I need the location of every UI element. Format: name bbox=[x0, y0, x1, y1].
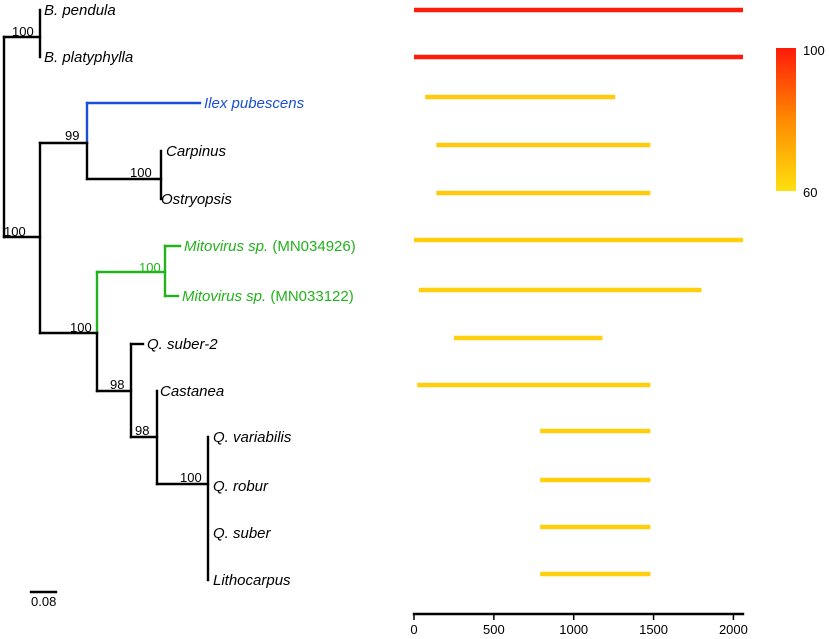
taxon-name: Ilex pubescens bbox=[204, 95, 305, 112]
taxon-label-q-robur: Q. robur bbox=[213, 478, 269, 495]
taxon-name: Q. suber bbox=[213, 525, 272, 542]
support-quercus: 100 bbox=[180, 470, 202, 485]
taxon-label-castanea: Castanea bbox=[160, 383, 224, 400]
taxon-label-carpinus: Carpinus bbox=[166, 143, 227, 160]
support-ilex-clade: 99 bbox=[65, 128, 79, 143]
taxon-name: Lithocarpus bbox=[213, 572, 291, 589]
taxon-name: B. pendula bbox=[44, 2, 116, 19]
taxon-name: Mitovirus sp. bbox=[184, 238, 268, 255]
color-legend-min-label: 60 bbox=[803, 185, 817, 200]
taxon-name: Castanea bbox=[160, 383, 224, 400]
taxon-name: Q. variabilis bbox=[213, 429, 292, 446]
taxon-label-q-variabilis: Q. variabilis bbox=[213, 429, 292, 446]
color-legend-max-label: 100 bbox=[803, 43, 825, 58]
taxon-label-q-suber: Q. suber bbox=[213, 525, 272, 542]
taxon-label-q-suber-2: Q. suber-2 bbox=[147, 336, 218, 353]
taxon-name: Ostryopsis bbox=[161, 191, 232, 208]
taxon-name: Q. robur bbox=[213, 478, 269, 495]
taxon-label-mitovirus-2: Mitovirus sp. (MN033122) bbox=[182, 288, 354, 305]
x-axis-tick-label: 0 bbox=[410, 622, 417, 637]
x-axis-tick-label: 1000 bbox=[559, 622, 588, 637]
taxon-accession: (MN033122) bbox=[266, 288, 354, 305]
support-mito-fagaceae: 100 bbox=[70, 320, 92, 335]
taxon-label-b-platyphylla: B. platyphylla bbox=[44, 49, 133, 66]
x-axis-tick-label: 500 bbox=[483, 622, 505, 637]
support-castanea-quercus: 98 bbox=[135, 423, 149, 438]
taxon-label-mitovirus-1: Mitovirus sp. (MN034926) bbox=[184, 238, 356, 255]
color-legend-bar bbox=[776, 48, 796, 191]
taxon-name: B. platyphylla bbox=[44, 49, 133, 66]
support-mitovirus: 100 bbox=[139, 260, 161, 275]
support-root: 100 bbox=[4, 224, 26, 239]
x-axis-tick-label: 1500 bbox=[639, 622, 668, 637]
x-axis-tick-label: 2000 bbox=[719, 622, 748, 637]
scale-bar-label: 0.08 bbox=[31, 594, 56, 609]
taxon-label-ilex-pubescens: Ilex pubescens bbox=[204, 95, 305, 112]
taxon-label-ostryopsis: Ostryopsis bbox=[161, 191, 232, 208]
support-carpinus-ostryopsis: 100 bbox=[130, 165, 152, 180]
support-fagaceae: 98 bbox=[110, 377, 124, 392]
taxon-name: Q. suber-2 bbox=[147, 336, 218, 353]
taxon-label-b-pendula: B. pendula bbox=[44, 2, 116, 19]
taxon-label-lithocarpus: Lithocarpus bbox=[213, 572, 291, 589]
support-betula: 100 bbox=[12, 24, 34, 39]
taxon-name: Carpinus bbox=[166, 143, 227, 160]
taxon-accession: (MN034926) bbox=[268, 238, 356, 255]
taxon-name: Mitovirus sp. bbox=[182, 288, 266, 305]
